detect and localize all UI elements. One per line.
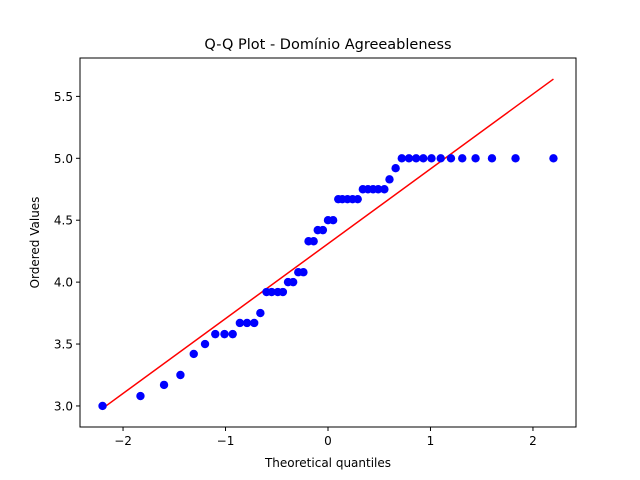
- data-point: [235, 318, 245, 328]
- data-point: [228, 329, 237, 339]
- data-point: [353, 194, 362, 204]
- y-axis-label: Ordered Values: [28, 197, 42, 289]
- y-tick-label: 4.0: [54, 276, 73, 290]
- x-tick-label: −2: [114, 434, 132, 448]
- y-tick-label: 5.5: [54, 90, 73, 104]
- x-tick-label: 2: [529, 434, 537, 448]
- data-point: [471, 154, 480, 163]
- fit-line-layer: [102, 78, 554, 410]
- data-point: [328, 216, 338, 225]
- data-point: [136, 391, 145, 401]
- chart-title: Q-Q Plot - Domínio Agreeableness: [204, 37, 451, 53]
- data-point: [242, 318, 252, 328]
- x-tick-label: −1: [217, 434, 235, 448]
- data-point: [436, 154, 445, 163]
- x-axis-label: Theoretical quantiles: [264, 456, 391, 470]
- y-tick-label: 5.0: [54, 152, 73, 166]
- data-point: [397, 154, 406, 163]
- y-tick-label: 3.0: [54, 399, 73, 413]
- data-point: [419, 154, 428, 163]
- data-point: [189, 349, 198, 359]
- data-point: [309, 237, 318, 246]
- reference-line: [102, 78, 554, 410]
- data-point: [98, 401, 107, 411]
- data-point: [458, 154, 467, 163]
- data-point: [278, 287, 288, 297]
- data-point: [176, 370, 185, 380]
- data-point: [159, 380, 169, 390]
- data-point: [318, 225, 328, 235]
- x-tick-label: 0: [324, 434, 332, 448]
- data-point: [385, 175, 394, 184]
- data-point: [549, 154, 558, 163]
- data-point: [446, 154, 456, 163]
- data-point: [487, 154, 497, 163]
- y-tick-label: 4.5: [54, 214, 73, 228]
- data-point: [411, 154, 421, 163]
- data-point: [220, 329, 229, 339]
- data-point: [427, 154, 436, 163]
- x-axis-ticks: −2 −1 0 1 2: [114, 427, 537, 448]
- data-point: [391, 164, 400, 173]
- x-tick-label: 1: [427, 434, 435, 448]
- data-point: [299, 268, 308, 277]
- data-point: [374, 185, 383, 194]
- axes-frame: [79, 57, 577, 428]
- data-point: [256, 308, 265, 318]
- data-point: [288, 277, 298, 287]
- data-point: [267, 287, 276, 297]
- data-point: [211, 329, 220, 339]
- data-point: [200, 339, 210, 349]
- data-point: [250, 318, 259, 328]
- data-point: [511, 154, 520, 163]
- y-axis-ticks: 3.0 3.5 4.0 4.5 5.0 5.5: [54, 90, 80, 413]
- y-tick-label: 3.5: [54, 338, 73, 352]
- points-layer: [98, 154, 558, 411]
- data-point: [404, 154, 414, 163]
- data-point: [380, 185, 389, 194]
